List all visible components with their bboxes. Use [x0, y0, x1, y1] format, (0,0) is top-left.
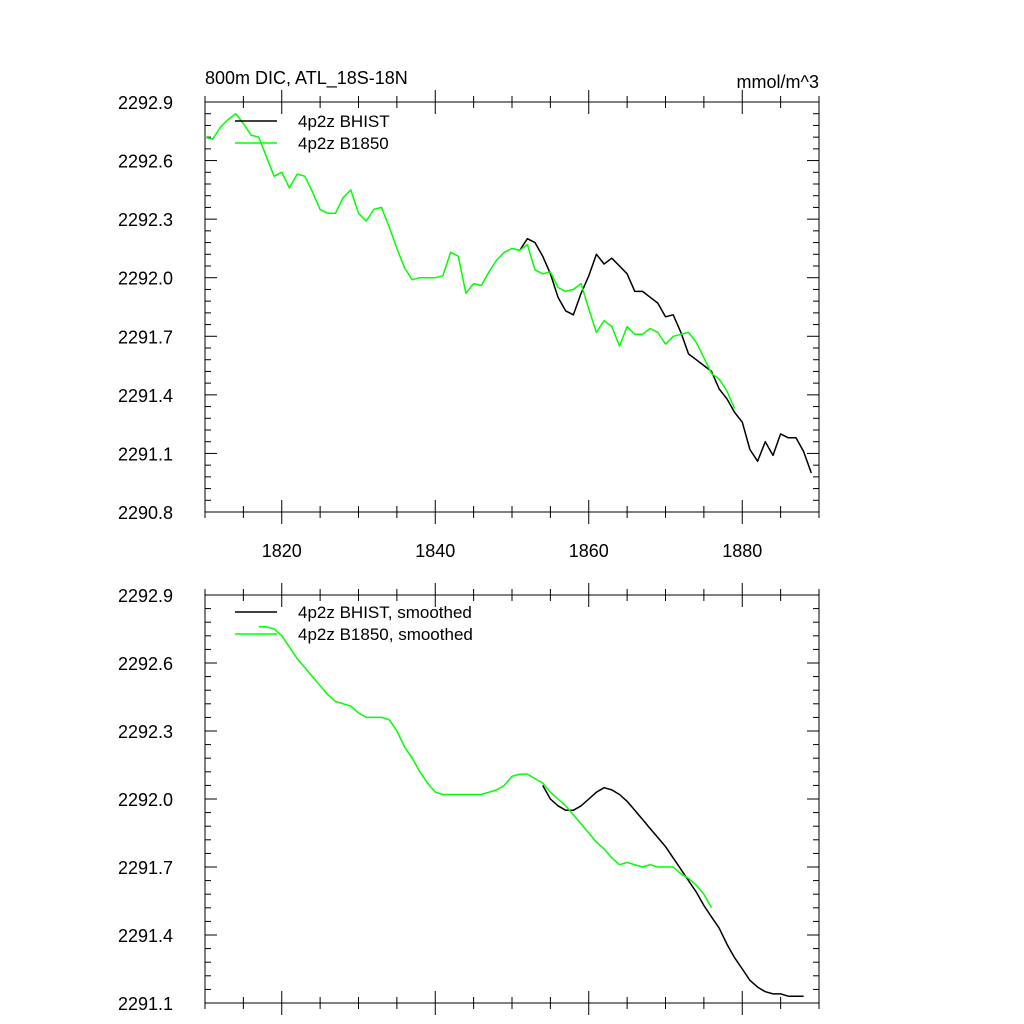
chart-title: 800m DIC, ATL_18S-18N — [205, 68, 408, 89]
y-tick-label: 2291.7 — [118, 858, 173, 878]
top-panel: 800m DIC, ATL_18S-18N mmol/m^3 2290.8 229… — [118, 68, 820, 561]
x-tick-label: 1820 — [262, 541, 302, 561]
x-tick-label: 1860 — [569, 541, 609, 561]
y-tick-label: 2292.9 — [118, 586, 173, 606]
legend-label: 4p2z BHIST — [298, 112, 390, 131]
legend-label: 4p2z B1850, smoothed — [298, 625, 473, 644]
y-tick-label: 2290.8 — [118, 503, 173, 523]
legend-label: 4p2z BHIST, smoothed — [298, 603, 472, 622]
series-line-1 — [204, 112, 736, 409]
legend-label: 4p2z B1850 — [298, 134, 389, 153]
series-line-0 — [542, 785, 804, 997]
plot-frame — [204, 101, 820, 513]
y-tick-label: 2291.4 — [118, 926, 173, 946]
series-line-1 — [258, 625, 713, 909]
y-tick-label: 2291.4 — [118, 386, 173, 406]
y-tick-label: 2292.0 — [118, 790, 173, 810]
y-tick-label: 2292.3 — [118, 210, 173, 230]
y-tick-label: 2292.0 — [118, 269, 173, 289]
units-label: mmol/m^3 — [737, 72, 819, 92]
x-tick-label: 1880 — [722, 541, 762, 561]
y-tick-label: 2291.1 — [118, 444, 173, 464]
x-tick-label: 1840 — [415, 541, 455, 561]
y-tick-label: 2292.9 — [118, 93, 173, 113]
y-tick-label: 2292.6 — [118, 654, 173, 674]
y-tick-label: 2291.1 — [118, 994, 173, 1014]
series-line-0 — [519, 237, 813, 474]
y-tick-label: 2291.7 — [118, 327, 173, 347]
y-tick-label: 2292.3 — [118, 722, 173, 742]
bottom-panel: 2291.1 2291.4 2291.7 2292.0 2292.3 2292.6 2292… — [118, 583, 820, 1015]
y-tick-label: 2292.6 — [118, 152, 173, 172]
plot-frame — [204, 594, 820, 1004]
